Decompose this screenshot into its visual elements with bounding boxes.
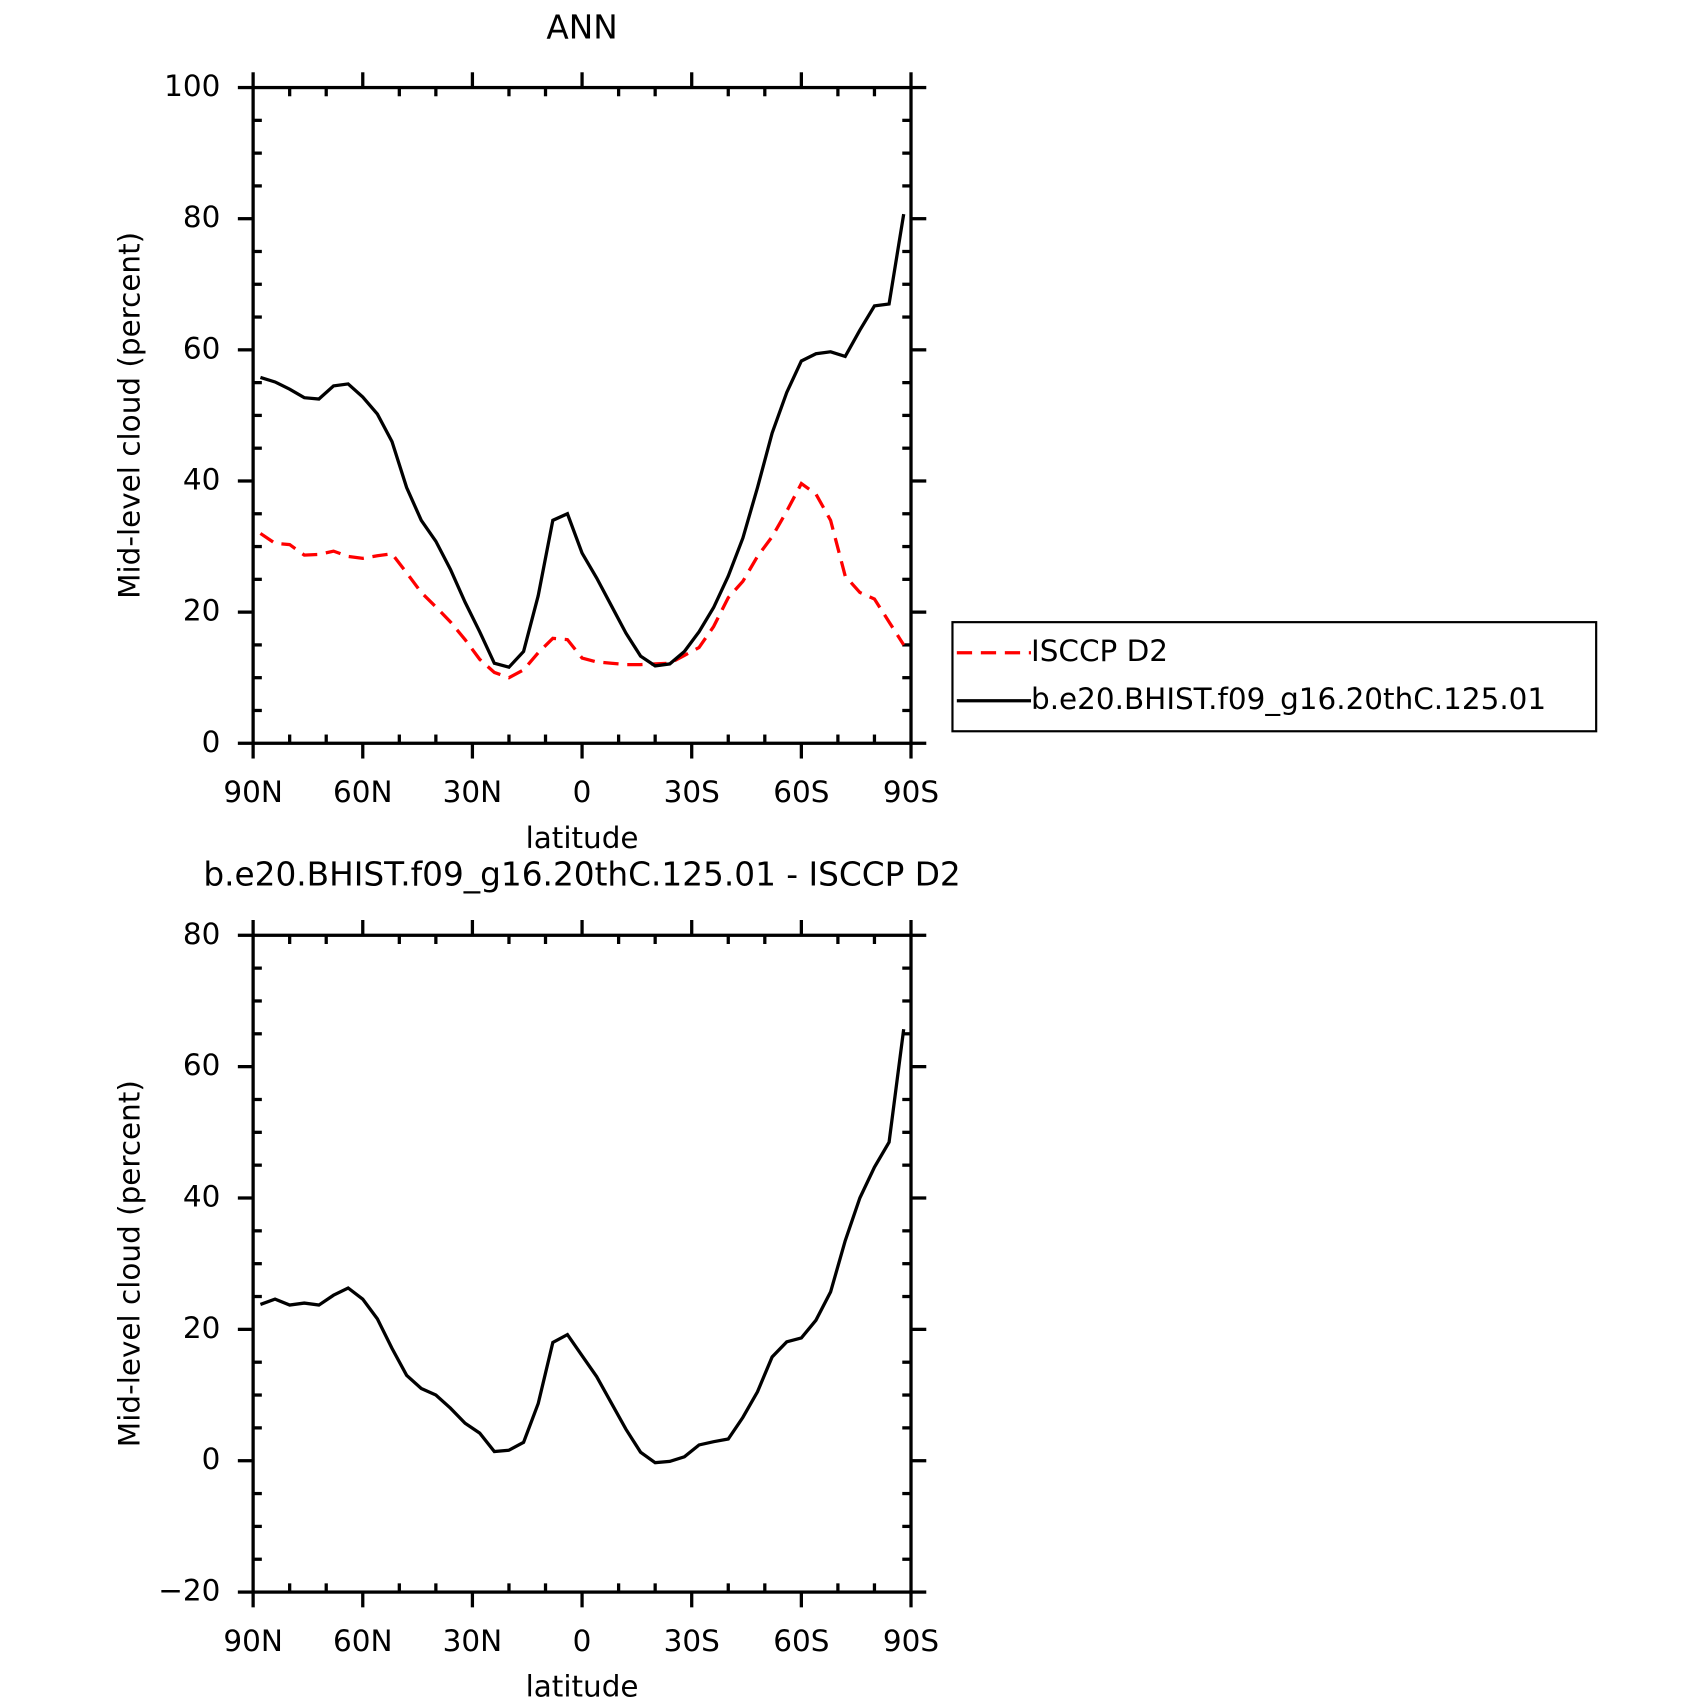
x-tick-label: 90S [883,1624,939,1658]
chart-title: ANN [546,9,617,47]
x-tick-label: 30S [664,775,720,809]
x-tick-label: 30S [664,1624,720,1658]
x-tick-label: 60S [773,1624,829,1658]
y-tick-label: 20 [183,1311,220,1345]
chart-title: b.e20.BHIST.f09_g16.20thC.125.01 - ISCCP… [203,855,960,893]
legend-label: b.e20.BHIST.f09_g16.20thC.125.01 [1031,682,1546,716]
plot-frame [251,933,913,1594]
x-tick-label: 60N [333,775,392,809]
y-axis-label: Mid-level cloud (percent) [112,1080,146,1447]
x-tick-label: 90N [223,775,282,809]
x-tick-label: 0 [573,1624,592,1658]
series-line [259,213,906,670]
x-tick-label: 60N [333,1624,392,1658]
y-tick-label: 40 [183,1180,220,1214]
y-tick-label: 60 [183,331,220,365]
y-tick-label: −20 [158,1574,220,1608]
x-tick-label: 90N [223,1624,282,1658]
y-tick-label: 60 [183,1048,220,1082]
x-tick-label: 60S [773,775,829,809]
y-tick-label: 0 [202,1442,221,1476]
series-line [259,1028,906,1465]
y-tick-label: 80 [183,200,220,234]
x-axis-label: latitude [526,1670,639,1704]
y-tick-label: 80 [183,917,220,951]
y-tick-label: 0 [202,725,221,759]
y-tick-label: 20 [183,594,220,628]
x-tick-label: 30N [443,775,502,809]
x-tick-label: 30N [443,1624,502,1658]
x-tick-label: 0 [573,775,592,809]
legend-box [951,621,1598,733]
legend-label: ISCCP D2 [1031,634,1168,668]
plot-frame [251,85,913,745]
x-axis-label: latitude [526,821,639,855]
x-tick-label: 90S [883,775,939,809]
y-tick-label: 100 [164,69,220,103]
y-tick-label: 40 [183,462,220,496]
y-axis-label: Mid-level cloud (percent) [112,232,146,599]
series-line [259,481,906,680]
